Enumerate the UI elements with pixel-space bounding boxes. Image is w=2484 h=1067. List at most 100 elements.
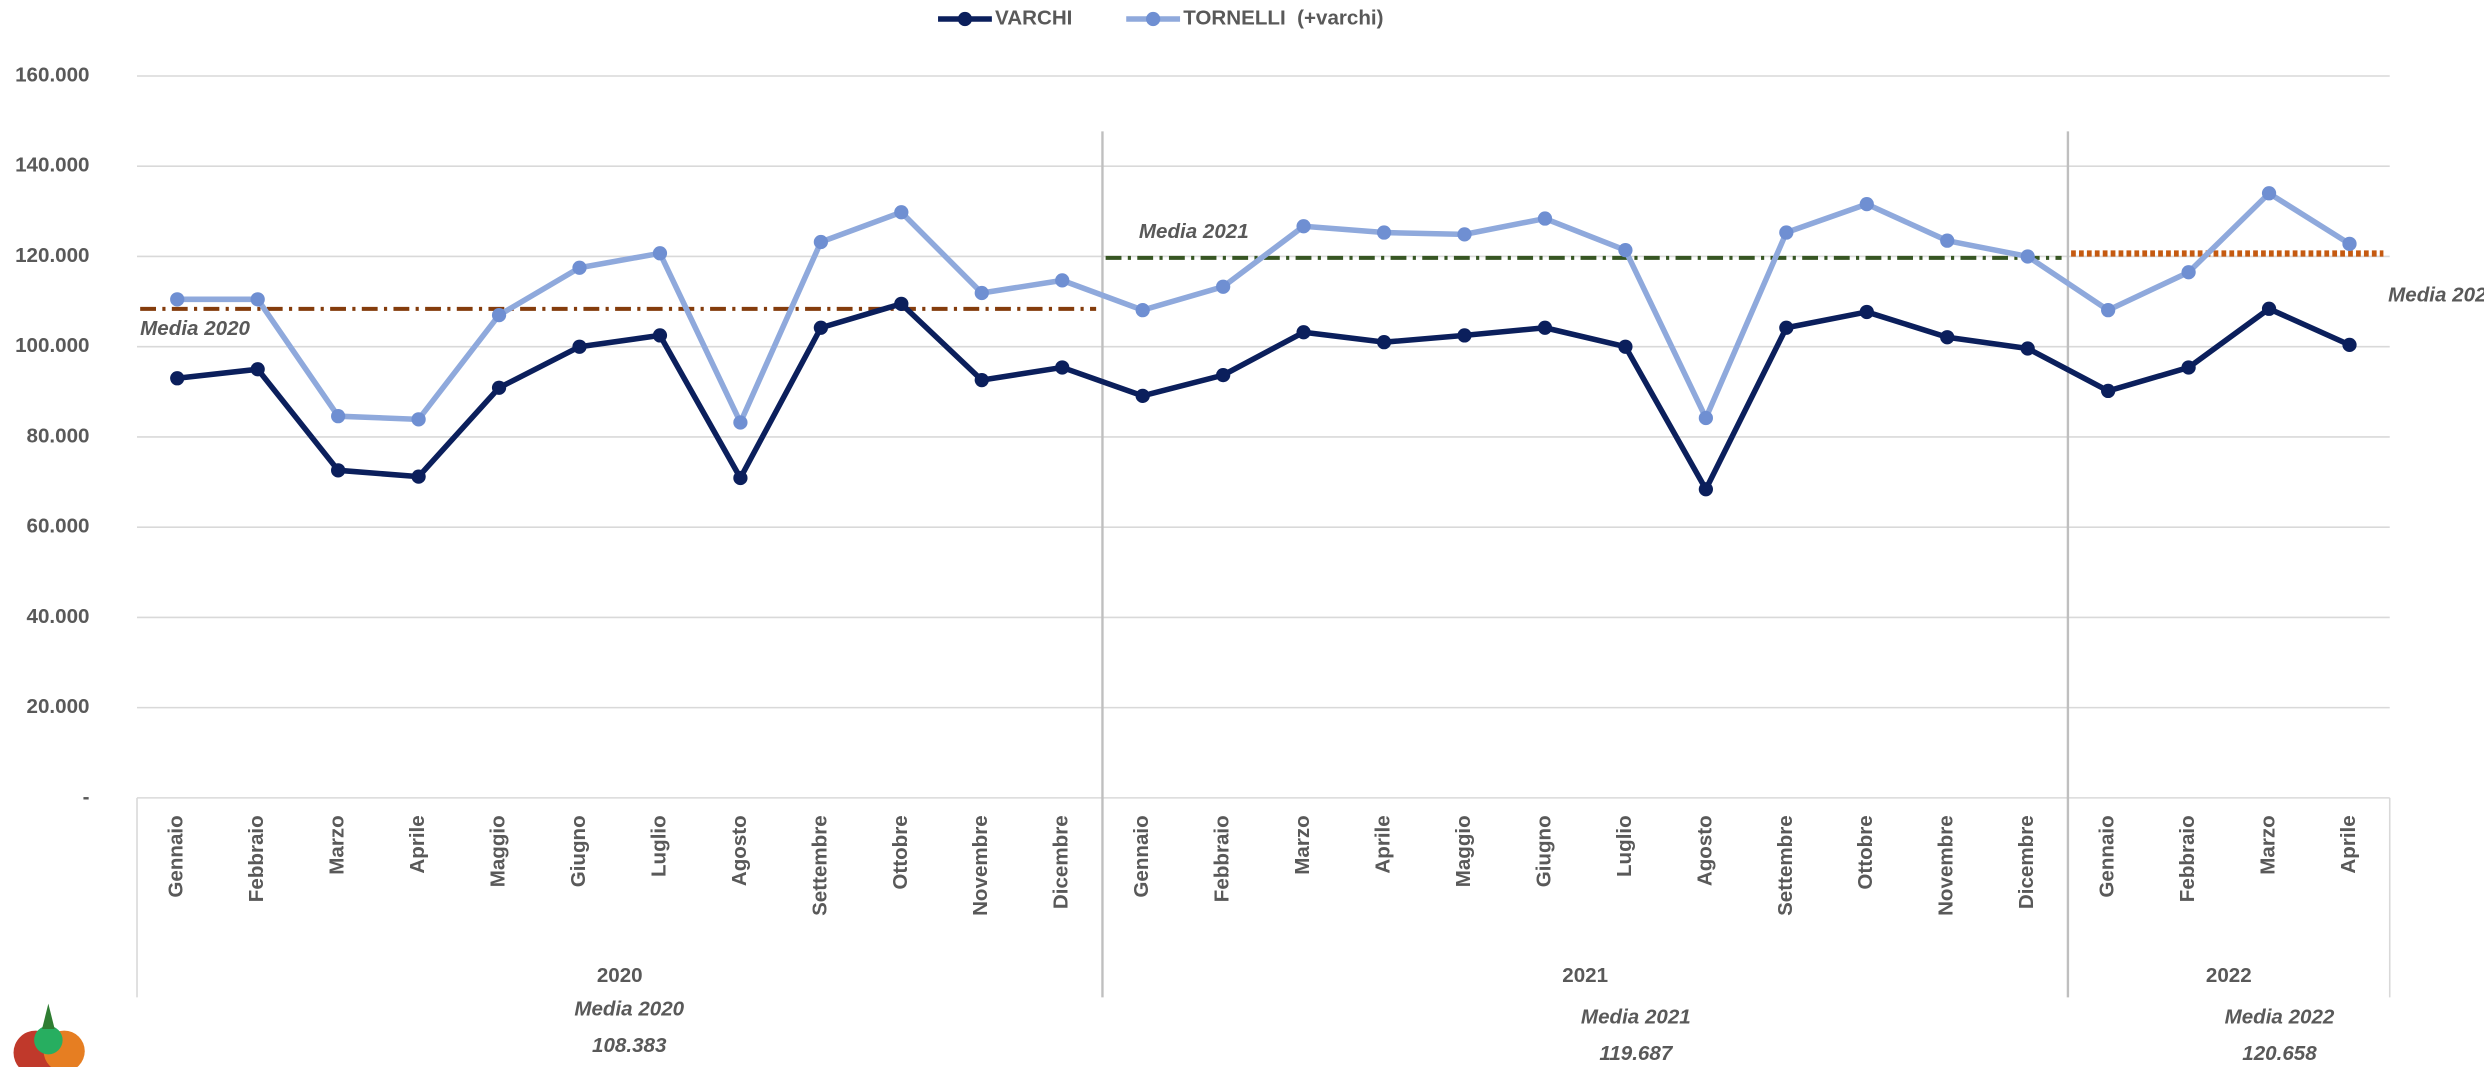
data-point xyxy=(2101,383,2116,399)
x-tick-label: Luglio xyxy=(1613,815,1636,877)
average-annotation: Media 2022 xyxy=(2388,284,2484,307)
y-tick-label: 120.000 xyxy=(15,244,89,267)
legend-label: TORNELLI (+varchi) xyxy=(1183,6,1383,29)
x-tick-label: Aprile xyxy=(1371,815,1394,873)
y-tick-label: 80.000 xyxy=(27,424,90,447)
data-point xyxy=(1216,279,1231,294)
group-label: 2022 xyxy=(2206,964,2252,987)
x-tick-label: Gennaio xyxy=(165,815,188,897)
data-point xyxy=(813,234,828,250)
data-point xyxy=(2181,265,2196,280)
x-tick-label: Gennaio xyxy=(1130,815,1153,897)
data-point xyxy=(2020,341,2035,356)
data-point xyxy=(1055,360,1070,375)
series-line xyxy=(177,190,2351,426)
data-point xyxy=(491,307,507,323)
x-tick-label: Settembre xyxy=(1774,815,1797,916)
x-tick-label: Febbraio xyxy=(245,815,268,902)
data-point xyxy=(733,470,748,486)
data-point xyxy=(1376,335,1392,350)
data-point xyxy=(1216,367,1231,383)
x-tick-label: Dicembre xyxy=(2015,815,2038,909)
y-tick-label: 60.000 xyxy=(27,515,90,538)
average-value: 120.658 xyxy=(2242,1042,2317,1065)
average-annotation: Media 2020 xyxy=(140,317,250,340)
group-label: 2021 xyxy=(1562,964,1608,987)
data-point xyxy=(1618,339,1633,354)
x-tick-label: Agosto xyxy=(728,815,751,886)
data-point xyxy=(1457,328,1472,343)
average-value: 108.383 xyxy=(592,1034,667,1057)
x-tick-label: Dicembre xyxy=(1050,815,1073,909)
data-point xyxy=(652,328,668,343)
data-point xyxy=(1135,388,1150,403)
x-tick-label: Ottobre xyxy=(1854,815,1877,889)
data-point xyxy=(2020,249,2035,264)
legend-marker xyxy=(957,11,973,27)
average-label: Media 2022 xyxy=(2225,1005,2335,1028)
data-point xyxy=(1296,325,1311,340)
x-tick-label: Agosto xyxy=(1693,815,1716,886)
x-tick-label: Novembre xyxy=(969,815,992,916)
x-tick-label: Febbraio xyxy=(1211,815,1234,902)
data-point xyxy=(1055,273,1070,288)
x-tick-label: Novembre xyxy=(1935,815,1958,916)
data-point xyxy=(652,246,668,261)
y-tick-label: 100.000 xyxy=(15,334,89,357)
series-line xyxy=(176,301,2351,493)
data-point xyxy=(491,380,507,395)
data-point xyxy=(250,362,265,377)
logo xyxy=(13,1003,85,1067)
data-point xyxy=(1859,304,1874,320)
data-point xyxy=(894,296,909,311)
data-point xyxy=(733,415,748,430)
x-tick-label: Maggio xyxy=(1452,815,1475,887)
data-point xyxy=(1779,225,1794,240)
average-annotation: Media 2021 xyxy=(1139,220,1249,243)
data-point xyxy=(331,463,346,478)
data-point xyxy=(974,285,989,301)
x-tick-label: Settembre xyxy=(808,815,831,916)
data-point xyxy=(170,292,185,307)
x-tick-label: Marzo xyxy=(2256,815,2279,874)
data-point xyxy=(572,260,587,275)
data-point xyxy=(1698,482,1713,497)
data-point xyxy=(1779,320,1794,335)
data-point xyxy=(1135,303,1150,318)
data-point xyxy=(1940,330,1955,345)
data-point xyxy=(2261,301,2277,316)
data-point xyxy=(2261,186,2277,201)
data-point xyxy=(974,372,989,388)
data-point xyxy=(2101,303,2116,318)
x-tick-label: Gennaio xyxy=(2096,815,2119,897)
x-tick-label: Luglio xyxy=(647,815,670,877)
x-tick-label: Ottobre xyxy=(889,815,912,889)
x-tick-label: Giugno xyxy=(567,815,590,887)
x-tick-label: Giugno xyxy=(1532,815,1555,887)
x-tick-label: Aprile xyxy=(2337,815,2360,873)
group-label: 2020 xyxy=(597,964,643,987)
data-point xyxy=(250,292,265,307)
data-point xyxy=(813,320,828,335)
data-point xyxy=(2181,360,2196,375)
average-label: Media 2021 xyxy=(1581,1005,1691,1028)
data-point xyxy=(572,339,587,354)
y-tick-label: 40.000 xyxy=(27,605,90,628)
data-point xyxy=(2342,337,2357,353)
data-point xyxy=(170,371,185,386)
data-point xyxy=(1296,219,1311,234)
y-tick-label: 140.000 xyxy=(15,154,89,177)
legend-label: VARCHI xyxy=(995,6,1072,29)
data-point xyxy=(1698,410,1713,426)
x-tick-label: Maggio xyxy=(486,815,509,887)
x-tick-label: Marzo xyxy=(1291,815,1314,874)
data-point xyxy=(1537,320,1553,335)
y-tick-label: - xyxy=(83,785,90,808)
data-point xyxy=(1618,243,1633,258)
x-tick-label: Aprile xyxy=(406,815,429,873)
x-tick-label: Febbraio xyxy=(2176,815,2199,902)
data-point xyxy=(1457,227,1472,242)
data-point xyxy=(331,409,346,424)
